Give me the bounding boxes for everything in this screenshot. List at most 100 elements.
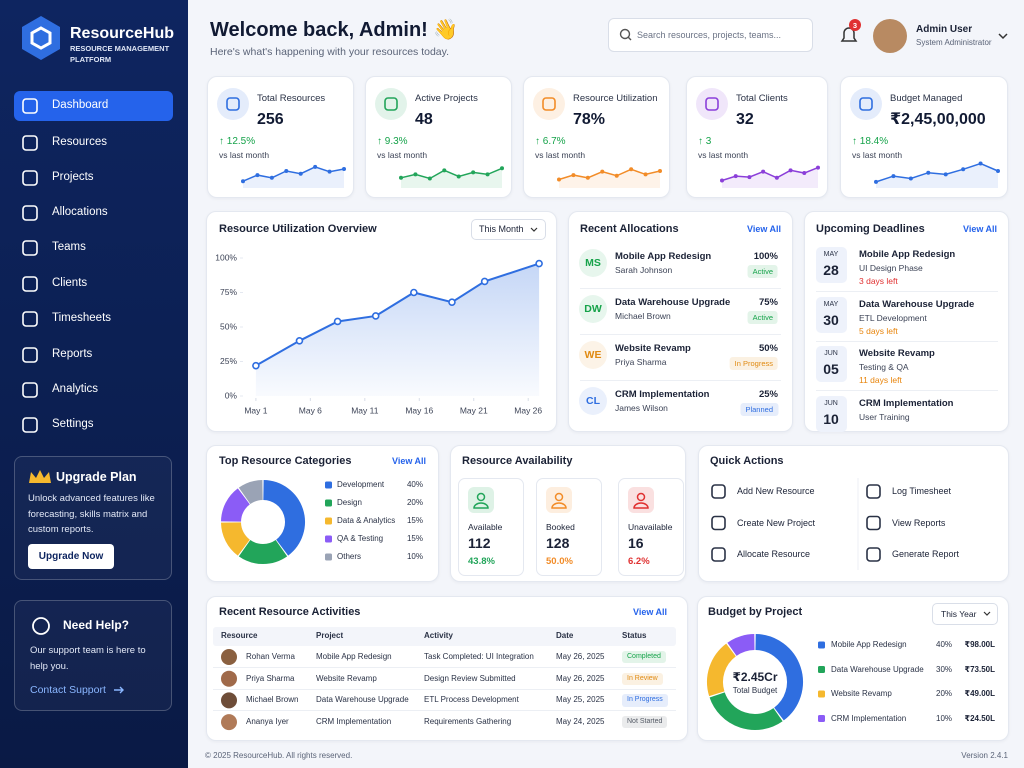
legend-value: 40% — [936, 640, 953, 649]
status-badge: Active — [747, 311, 778, 324]
nav-item[interactable]: Teams — [52, 241, 86, 253]
nav-item[interactable]: Dashboard — [52, 99, 109, 111]
icon — [22, 382, 38, 398]
line — [255, 262, 540, 367]
legend-label: Development — [337, 480, 385, 489]
nav-item[interactable]: Allocations — [52, 206, 108, 218]
sparkline-point — [774, 175, 779, 180]
availability-card — [450, 445, 686, 582]
search-box[interactable] — [608, 18, 813, 52]
sparkline-point — [284, 169, 289, 173]
availability-label: Available — [468, 522, 503, 532]
nav-item[interactable]: Settings — [52, 418, 94, 430]
quick-action[interactable]: Generate Report — [892, 549, 960, 559]
legend-swatch — [818, 666, 825, 673]
allocation-person: Sarah Johnson — [615, 265, 673, 275]
search-placeholder[interactable]: Search resources, projects, teams... — [637, 30, 782, 40]
table-cell: Website Revamp — [316, 673, 377, 683]
sparkline-point — [961, 167, 966, 172]
brand-tagline: RESOURCE MANAGEMENT PLATFORM — [70, 44, 170, 64]
user-name[interactable]: Admin User — [916, 24, 973, 35]
legend-value: 10% — [936, 713, 953, 723]
nav-item[interactable]: Resources — [52, 136, 107, 148]
allocation-person: Michael Brown — [615, 311, 671, 321]
deadline-project: Mobile App Redesign — [859, 249, 956, 260]
kpi-icon-bg — [533, 88, 565, 120]
table-cell: May 26, 2025 — [556, 652, 605, 661]
kpi-card — [840, 76, 1008, 198]
chevron-icon — [530, 227, 538, 232]
sparkline-point — [891, 174, 896, 179]
chevron-icon — [983, 611, 991, 616]
line-point — [252, 361, 260, 370]
kpi-card — [686, 76, 828, 198]
card-title: Resource Availability — [462, 455, 573, 467]
kpi-change: ↑ 3 — [698, 136, 712, 147]
period-label[interactable]: This Year — [941, 609, 977, 619]
date-day: 30 — [823, 311, 839, 328]
table-cell: Ananya Iyer — [246, 717, 289, 727]
legend-swatch — [325, 553, 332, 561]
icon — [22, 205, 38, 221]
upgrade-button[interactable] — [28, 544, 114, 569]
view-all-link[interactable]: View All — [632, 607, 667, 617]
sparkline-point — [269, 175, 274, 180]
divider — [580, 334, 781, 335]
allocation-percent: 25% — [758, 389, 778, 400]
nav-item[interactable]: Projects — [52, 171, 94, 183]
legend-swatch — [325, 517, 332, 525]
icon — [22, 240, 38, 256]
upgrade-button-label[interactable]: Upgrade Now — [38, 551, 104, 562]
legend-label: Others — [337, 552, 362, 561]
sparkline-point — [427, 176, 432, 181]
sparkline-point — [788, 168, 793, 173]
period-dropdown[interactable] — [471, 219, 546, 240]
deadline-project: Data Warehouse Upgrade — [859, 298, 975, 310]
table-cell: May 24, 2025 — [556, 717, 605, 727]
icon — [542, 97, 556, 111]
sparkline-point — [614, 173, 619, 178]
upgrade-title: Upgrade Plan — [56, 470, 137, 484]
legend-value: 20% — [406, 498, 423, 507]
view-all-link[interactable]: View All — [391, 456, 426, 466]
kpi-value: 32 — [736, 111, 754, 128]
kpi-label: Budget Managed — [890, 93, 963, 104]
table-cell: Requirements Gathering — [424, 717, 512, 727]
quick-action[interactable]: Log Timesheet — [892, 486, 952, 496]
nav-item[interactable]: Reports — [52, 348, 93, 360]
quick-action[interactable]: Add New Resource — [737, 486, 815, 496]
view-all-link[interactable]: View All — [746, 224, 781, 234]
sparkline-point — [313, 164, 318, 169]
nav-item[interactable]: Analytics — [52, 383, 99, 395]
help-link[interactable]: Contact Support — [30, 684, 106, 696]
sparkline-point — [500, 166, 504, 171]
quick-action[interactable]: Create New Project — [737, 517, 816, 528]
table-header — [213, 627, 676, 646]
quick-action[interactable]: View Reports — [892, 517, 946, 528]
table-cell: Rohan Verma — [246, 652, 295, 661]
crown-icon — [29, 470, 51, 483]
legend-value: 10% — [406, 552, 423, 561]
period-label[interactable]: This Month — [479, 224, 524, 234]
nav-active[interactable] — [14, 91, 173, 121]
legend-label: Mobile App Redesign — [831, 640, 907, 649]
table-cell: CRM Implementation — [316, 717, 392, 727]
status-badge: In Progress — [729, 357, 778, 370]
sparkline-point — [471, 170, 476, 175]
line-point — [333, 317, 342, 326]
date-box — [816, 296, 847, 333]
y-tick-label: 50% — [220, 321, 237, 331]
card-title: Recent Resource Activities — [219, 606, 361, 618]
chevron-icon — [998, 33, 1008, 40]
table-cell: May 25, 2025 — [556, 695, 605, 705]
status-badge: In Review — [622, 672, 663, 686]
icon — [859, 97, 873, 111]
nav-item[interactable]: Clients — [52, 277, 88, 289]
view-all-link[interactable]: View All — [962, 224, 997, 234]
quick-action[interactable]: Allocate Resource — [737, 549, 811, 559]
donut-center-label: Total Budget — [732, 686, 778, 695]
avatar — [221, 670, 237, 687]
page-title: Welcome back, Admin! 👋 — [210, 19, 459, 41]
period-dropdown[interactable] — [932, 603, 998, 625]
nav-item[interactable]: Timesheets — [52, 312, 112, 324]
